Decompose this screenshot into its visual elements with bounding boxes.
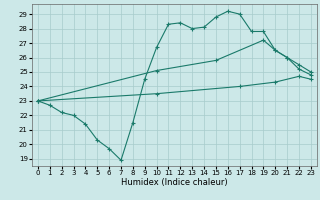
X-axis label: Humidex (Indice chaleur): Humidex (Indice chaleur) xyxy=(121,178,228,187)
